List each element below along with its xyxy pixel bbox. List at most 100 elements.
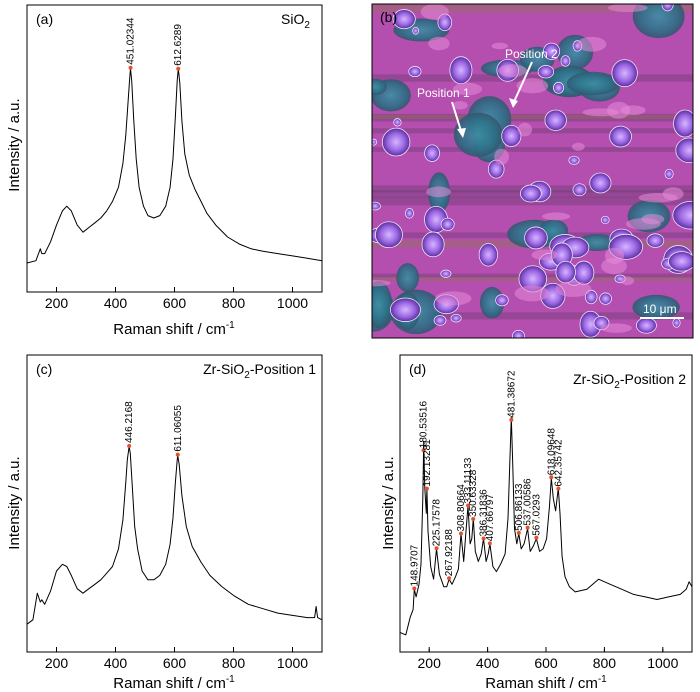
micrograph-highlight	[517, 122, 533, 137]
x-tick-label-a: 800	[222, 295, 246, 311]
peak-label-c: 446.2168	[124, 401, 135, 443]
micrograph-highlight	[555, 281, 592, 297]
micrograph-streak	[372, 147, 693, 152]
peak-label-d: 308.80664	[456, 484, 467, 532]
micrograph-teal-region	[479, 286, 505, 319]
y-axis-label-c: Intensity / a.u.	[6, 456, 23, 549]
peak-label-d: 407.66797	[485, 494, 496, 542]
micrograph-particle	[537, 65, 555, 79]
peak-label-d: 350.63328	[468, 469, 479, 517]
micrograph-particle	[600, 215, 610, 225]
x-tick-label-d: 600	[534, 655, 558, 671]
peak-label-d: 567.0293	[531, 494, 542, 536]
position-1-annotation: Position 1	[417, 86, 470, 138]
micrograph-particle	[599, 292, 612, 305]
peak-labels-c: 446.2168 611.06055	[124, 401, 184, 457]
micrograph-teal-region	[566, 71, 619, 96]
x-tick-label-d: 200	[418, 655, 442, 671]
micrograph-particle	[421, 231, 445, 258]
y-axis-label-d: Intensity / a.u.	[380, 456, 397, 549]
peak-label-d: 642.35742	[553, 439, 564, 487]
peak-marker-a	[176, 66, 181, 71]
micrograph-highlight	[435, 291, 472, 306]
micrograph-highlight	[571, 142, 585, 151]
micrograph-particle	[372, 138, 377, 146]
micrograph-highlight	[601, 257, 627, 275]
micrograph-highlight	[514, 285, 550, 302]
micrograph-particle	[424, 144, 440, 162]
micrograph-teal-region	[453, 112, 503, 157]
micrograph-streak	[372, 312, 693, 320]
micrograph-particle	[405, 207, 414, 219]
micrograph-highlight	[420, 4, 449, 20]
peak-marker-d	[516, 530, 521, 535]
micrograph-particle	[381, 127, 411, 157]
micrograph-particle	[555, 260, 576, 284]
micrograph-highlight	[576, 36, 607, 52]
plot-frame-d	[399, 354, 693, 653]
micrograph-particle	[389, 297, 421, 322]
micrograph-panel	[372, 4, 693, 338]
micrograph-particle	[661, 4, 674, 12]
micrograph-teal-region	[632, 4, 685, 39]
peak-label-d: 333.11133	[463, 457, 474, 503]
micrograph-particle	[589, 172, 612, 194]
chart-title-c: Zr-SiO2-Position 1	[203, 361, 316, 381]
micrograph-particle	[675, 137, 693, 164]
peak-label-d: 192.13281	[422, 439, 433, 487]
chart-panel-c: (c) Zr-SiO2-Position 1 Raman shift / cm-…	[6, 354, 323, 692]
micrograph-particle	[501, 125, 522, 147]
position-2-label: Position 2	[505, 47, 558, 61]
micrograph-highlight	[582, 108, 619, 117]
micrograph-particle	[450, 313, 462, 323]
peak-label-d: 386.31836	[479, 489, 490, 537]
position-1-label: Position 1	[417, 86, 470, 100]
peak-marker-c	[127, 444, 132, 449]
micrograph-streak	[372, 113, 693, 122]
micrograph-particle	[611, 59, 638, 88]
x-axis-label-c: Raman shift / cm-1	[113, 674, 235, 692]
micrograph-particle	[553, 81, 565, 94]
peak-marker-d	[471, 516, 476, 521]
panel-a-label: (a)	[36, 11, 53, 27]
x-tick-label-a: 200	[45, 295, 69, 311]
micrograph-highlight	[607, 4, 648, 13]
micrograph-highlight	[497, 64, 527, 78]
peak-marker-d	[556, 486, 561, 491]
position-2-annotation: Position 2	[505, 47, 558, 108]
panel-b-label: (b)	[380, 9, 397, 25]
peak-label-d: 148.9707	[409, 544, 420, 586]
micrograph-particle	[672, 318, 681, 328]
x-tick-label-a: 1000	[277, 295, 308, 311]
x-ticks-d: 200 400 600 800 1000	[418, 647, 679, 671]
peak-marker-d	[534, 535, 539, 540]
micrograph-particle	[636, 317, 657, 334]
micrograph-particle	[573, 260, 595, 285]
micrograph-streak	[372, 4, 693, 13]
peak-label-d: 225.17578	[432, 499, 443, 547]
peak-marker-d	[412, 586, 417, 591]
micrograph-particle	[668, 251, 693, 272]
micrograph-highlight	[516, 78, 549, 94]
micrograph-teal-region	[372, 78, 387, 95]
micrograph-highlight	[620, 105, 646, 115]
micrograph-highlight	[452, 82, 483, 96]
peak-marker-d	[447, 576, 452, 581]
micrograph-highlight	[600, 323, 632, 333]
micrograph-particle	[560, 55, 571, 67]
micrograph-teal-region	[396, 263, 420, 293]
x-tick-label-d: 400	[476, 655, 500, 671]
x-axis-label-a: Raman shift / cm-1	[113, 320, 235, 338]
peak-marker-d	[487, 541, 492, 546]
peak-marker-d	[525, 525, 530, 530]
micrograph-highlight	[620, 276, 635, 286]
micrograph-highlight	[491, 42, 508, 50]
peak-marker-d	[424, 486, 429, 491]
micrograph-particle	[672, 200, 693, 230]
peak-label-d: 618.09648	[546, 428, 557, 476]
micrograph-particle	[375, 221, 403, 249]
micrograph-particle	[495, 294, 509, 307]
micrograph-particle	[519, 184, 542, 203]
panel-c-label: (c)	[36, 361, 52, 377]
